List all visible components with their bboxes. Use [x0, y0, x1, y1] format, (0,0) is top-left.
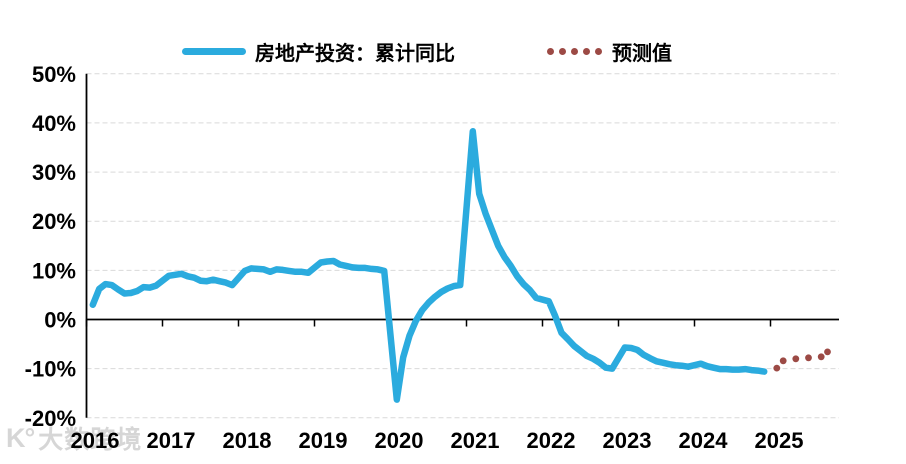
y-tick-label: -20% — [25, 406, 76, 431]
forecast-dot — [779, 357, 787, 365]
solid-line-swatch-icon — [182, 48, 246, 55]
legend-item-forecast: 预测值 — [547, 37, 672, 66]
y-tick-label: 40% — [32, 111, 76, 136]
x-tick-label: 2022 — [527, 428, 576, 453]
legend-label-actual: 房地产投资：累计同比 — [255, 43, 455, 65]
y-tick-label: -10% — [25, 357, 76, 382]
x-tick-label: 2021 — [451, 428, 500, 453]
x-tick-label: 2018 — [223, 428, 272, 453]
legend-label-forecast: 预测值 — [612, 43, 672, 65]
y-tick-label: 30% — [32, 160, 76, 185]
x-tick-label: 2016 — [71, 428, 120, 453]
forecast-dot — [773, 364, 781, 372]
watermark-logo-icon: K° — [6, 422, 35, 453]
y-tick-label: 0% — [44, 308, 76, 333]
legend-item-actual: 房地产投资：累计同比 — [182, 37, 455, 66]
watermark-brand: 大数跨境 — [38, 426, 143, 454]
dotted-line-swatch-icon — [547, 48, 602, 55]
y-tick-label: 20% — [32, 209, 76, 234]
x-tick-label: 2020 — [375, 428, 424, 453]
x-tick-label: 2017 — [147, 428, 196, 453]
forecast-dot — [817, 353, 825, 361]
actual-series-line — [89, 128, 768, 403]
legend: 房地产投资：累计同比 预测值 — [182, 37, 672, 66]
forecast-dot — [792, 355, 800, 363]
forecast-dot — [805, 354, 812, 362]
x-tick-label: 2024 — [679, 428, 729, 453]
forecast-dot — [824, 348, 831, 356]
y-tick-label: 10% — [32, 258, 76, 283]
x-tick-label: 2023 — [603, 428, 652, 453]
watermark: K° 大数跨境 — [6, 420, 142, 456]
x-tick-label: 2025 — [755, 428, 804, 453]
x-tick-label: 2019 — [299, 428, 348, 453]
y-tick-label: 50% — [32, 62, 76, 87]
